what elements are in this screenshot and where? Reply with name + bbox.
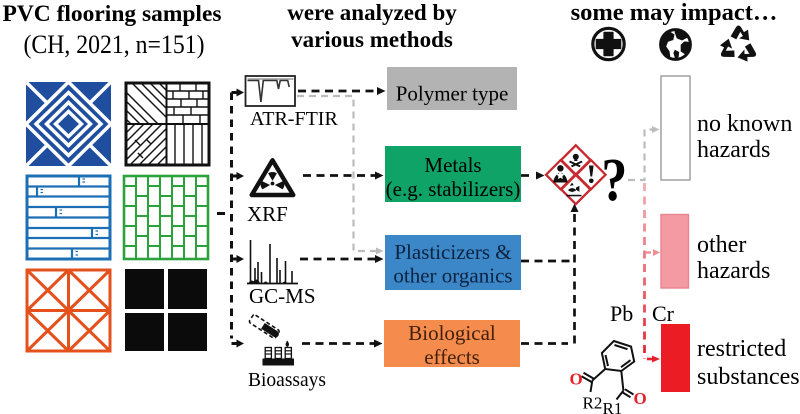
- svg-text:(e.g. stabilizers): (e.g. stabilizers): [386, 177, 521, 201]
- svg-text:Metals: Metals: [424, 153, 481, 177]
- svg-text:were analyzed by: were analyzed by: [287, 0, 457, 25]
- svg-text:?: ?: [601, 147, 627, 214]
- svg-text:R2: R2: [583, 394, 603, 413]
- svg-text:other: other: [697, 232, 746, 258]
- svg-text:other organics: other organics: [393, 264, 512, 288]
- svg-text:Cr: Cr: [652, 301, 675, 326]
- svg-text:O: O: [634, 389, 647, 408]
- svg-text:ATR-FTIR: ATR-FTIR: [250, 108, 338, 130]
- svg-text:Biological: Biological: [408, 321, 496, 345]
- svg-text:Polymer type: Polymer type: [396, 82, 509, 106]
- svg-text:(CH, 2021, n=151): (CH, 2021, n=151): [24, 30, 205, 59]
- svg-text:effects: effects: [424, 345, 480, 369]
- svg-text:hazards: hazards: [697, 258, 770, 284]
- svg-text:O: O: [570, 370, 583, 389]
- svg-text:Pb: Pb: [610, 301, 633, 326]
- svg-text:some may impact…: some may impact…: [571, 0, 778, 26]
- svg-text:no known: no known: [697, 111, 792, 137]
- svg-text:substances: substances: [697, 364, 800, 390]
- svg-text:PVC flooring samples: PVC flooring samples: [3, 1, 222, 26]
- svg-text:XRF: XRF: [247, 202, 288, 226]
- svg-text:restricted: restricted: [697, 336, 786, 362]
- svg-text:GC-MS: GC-MS: [249, 284, 316, 308]
- svg-text:Bioassays: Bioassays: [248, 370, 326, 391]
- svg-text:various methods: various methods: [291, 27, 453, 52]
- svg-text:Plasticizers &: Plasticizers &: [394, 240, 511, 264]
- svg-text:R1: R1: [603, 399, 623, 414]
- svg-text:hazards: hazards: [697, 137, 770, 163]
